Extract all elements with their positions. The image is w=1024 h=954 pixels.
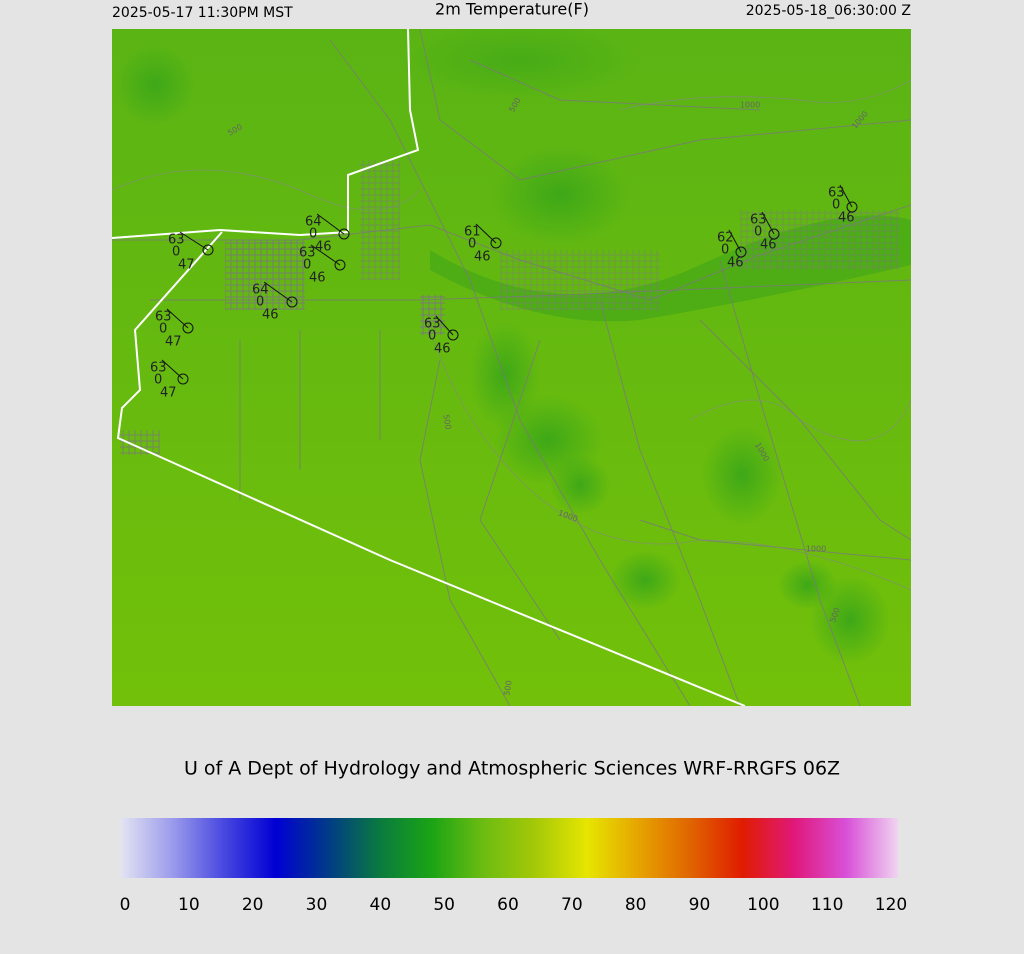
dewpoint: 46	[838, 211, 855, 226]
colorbar-tick-label: 50	[433, 895, 455, 915]
contour-label: 1000	[740, 101, 760, 110]
wind-staff	[839, 184, 853, 208]
wind-staff	[316, 213, 345, 235]
title: 2m Temperature(F)	[435, 0, 589, 19]
temperature: 63	[168, 233, 185, 248]
dewpoint: 46	[474, 250, 491, 265]
wind-speed: 0	[832, 198, 840, 213]
colorbar-tick-label: 20	[242, 895, 264, 915]
temperature: 63	[150, 361, 167, 376]
contour-label: 500	[502, 680, 514, 697]
station-circle	[735, 246, 747, 258]
wind-speed: 0	[754, 225, 762, 240]
station-circle	[768, 228, 780, 240]
dewpoint: 46	[262, 308, 279, 323]
colorbar-tick-label: 120	[875, 895, 907, 915]
colorbar-tick-label: 60	[497, 895, 519, 915]
wind-speed: 0	[309, 227, 317, 242]
wind-staff	[263, 281, 293, 303]
wind-speed: 0	[721, 243, 729, 258]
colorbar-tick-label: 10	[178, 895, 200, 915]
dewpoint: 46	[434, 342, 451, 357]
station-circle	[286, 296, 298, 308]
dewpoint: 47	[165, 335, 182, 350]
colorbar-tick-label: 90	[689, 895, 711, 915]
station-circle	[490, 237, 502, 249]
wind-staff	[761, 211, 775, 235]
contour-label: 1000	[806, 545, 826, 554]
temperature: 61	[464, 225, 481, 240]
dewpoint: 47	[160, 386, 177, 401]
contour-label: 500	[441, 414, 453, 431]
wind-staff	[179, 231, 209, 251]
colorbar-tick-label: 80	[625, 895, 647, 915]
temperature: 64	[305, 215, 322, 230]
colorbar: 0 10 20 30 40 50 60 70 80 90 100 110 120	[120, 818, 907, 915]
wind-staff	[728, 229, 742, 253]
dewpoint: 46	[727, 256, 744, 271]
wind-staff	[435, 315, 454, 336]
temperature: 63	[750, 213, 767, 228]
colorbar-bar	[120, 818, 898, 878]
station-circle	[846, 201, 858, 213]
station-circle	[177, 373, 189, 385]
colorbar-tick-label: 0	[120, 895, 131, 915]
valid-time-utc: 2025-05-18_06:30:00 Z	[746, 3, 911, 19]
station-circle	[182, 322, 194, 334]
credit: U of A Dept of Hydrology and Atmospheric…	[184, 758, 840, 780]
station-circle	[338, 228, 350, 240]
colorbar-tick-label: 70	[561, 895, 583, 915]
station-circle	[202, 244, 214, 256]
temperature: 63	[828, 186, 845, 201]
wind-staff	[310, 244, 341, 266]
temperature: 63	[424, 317, 441, 332]
map: 6304764046630466404663047630476104663046…	[112, 29, 911, 706]
colorbar-tick-label: 30	[306, 895, 328, 915]
wind-speed: 0	[154, 373, 162, 388]
dewpoint: 46	[760, 238, 777, 253]
wind-speed: 0	[172, 245, 180, 260]
wind-speed: 0	[428, 329, 436, 344]
dewpoint: 46	[309, 271, 326, 286]
colorbar-tick-label: 110	[811, 895, 843, 915]
dewpoint: 46	[315, 240, 332, 255]
wind-speed: 0	[468, 237, 476, 252]
temperature: 64	[252, 283, 269, 298]
temperature: 62	[717, 231, 734, 246]
station-circle	[334, 259, 346, 271]
temperature: 63	[155, 310, 172, 325]
temperature: 63	[299, 246, 316, 261]
valid-time-local: 2025-05-17 11:30PM MST	[112, 5, 293, 21]
dewpoint: 47	[178, 258, 195, 273]
colorbar-tick-label: 100	[747, 895, 779, 915]
wind-speed: 0	[159, 322, 167, 337]
station-circle	[447, 329, 459, 341]
colorbar-tick-label: 40	[370, 895, 392, 915]
wind-speed: 0	[303, 258, 311, 273]
wind-speed: 0	[256, 295, 264, 310]
